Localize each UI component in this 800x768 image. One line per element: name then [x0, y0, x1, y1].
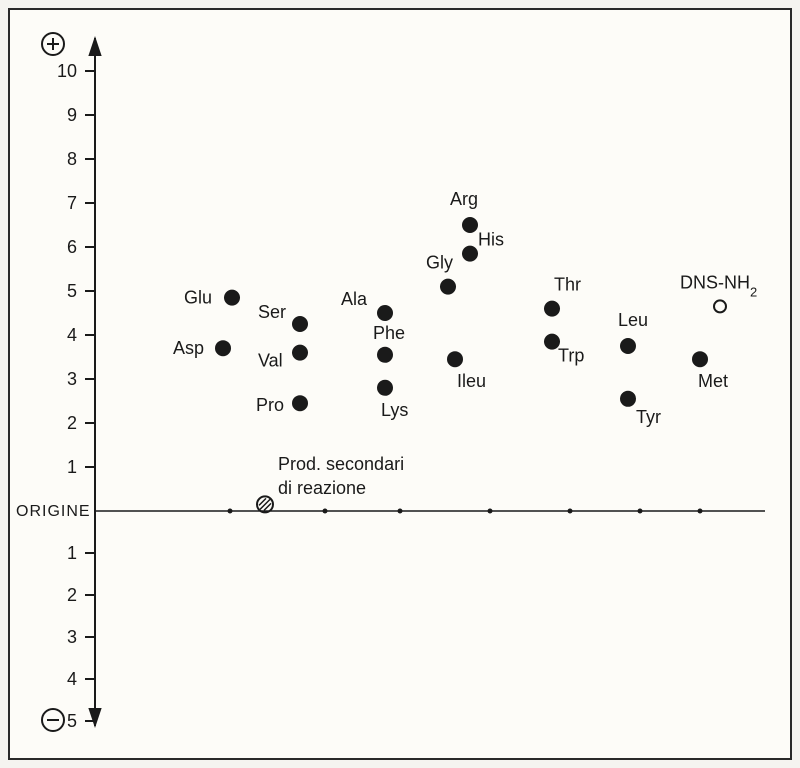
chart-svg: 1 2 3 4 5 6 7 8 9 10 1 2 3 4 5 ORIGINE Prod. secondari di… [0, 0, 800, 768]
data-point [544, 301, 560, 317]
data-point [620, 391, 636, 407]
point-label: Gly [426, 253, 453, 273]
y-tick-label: 7 [67, 193, 77, 213]
y-tick-label: 4 [67, 325, 77, 345]
point-label: DNS-NH2 [680, 272, 757, 299]
baseline-dot [228, 509, 233, 514]
data-point [692, 351, 708, 367]
data-point [620, 338, 636, 354]
point-label: Glu [184, 288, 212, 308]
secondary-annotation-line1: Prod. secondari [278, 454, 404, 474]
data-point [440, 279, 456, 295]
negative-symbol-icon [42, 709, 64, 731]
chart-container: 1 2 3 4 5 6 7 8 9 10 1 2 3 4 5 ORIGINE Prod. secondari di… [0, 0, 800, 768]
data-point [462, 246, 478, 262]
point-label: Ileu [457, 371, 486, 391]
data-point [447, 351, 463, 367]
data-point [292, 395, 308, 411]
arrow-down-icon [88, 708, 101, 728]
arrow-up-icon [88, 36, 101, 56]
point-label: Phe [373, 323, 405, 343]
baseline-dot [698, 509, 703, 514]
y-tick-label: 3 [67, 627, 77, 647]
point-label: Thr [554, 275, 581, 295]
y-tick-label: 1 [67, 457, 77, 477]
data-point [224, 290, 240, 306]
point-label: Lys [381, 400, 408, 420]
point-label: Leu [618, 310, 648, 330]
y-tick-label: 4 [67, 669, 77, 689]
y-tick-label: 5 [67, 711, 77, 731]
y-tick-label: 5 [67, 281, 77, 301]
point-label: Trp [558, 346, 584, 366]
baseline-dot [488, 509, 493, 514]
y-tick-label: 6 [67, 237, 77, 257]
baseline-dot [323, 509, 328, 514]
y-tick-label: 9 [67, 105, 77, 125]
point-label: Val [258, 351, 283, 371]
positive-symbol-icon [42, 33, 64, 55]
baseline-dot [568, 509, 573, 514]
data-point [292, 345, 308, 361]
point-label: Tyr [636, 407, 661, 427]
point-label: Met [698, 371, 728, 391]
origin-label: ORIGINE [16, 503, 91, 520]
point-label: Ser [258, 302, 286, 322]
data-point [215, 340, 231, 356]
data-point [292, 316, 308, 332]
y-tick-label: 3 [67, 369, 77, 389]
data-point [377, 380, 393, 396]
y-tick-label: 2 [67, 413, 77, 433]
data-point [377, 347, 393, 363]
y-tick-label: 1 [67, 543, 77, 563]
baseline-dot [638, 509, 643, 514]
y-tick-label: 8 [67, 149, 77, 169]
data-point [462, 217, 478, 233]
point-label: Pro [256, 395, 284, 415]
point-label: Ala [341, 289, 368, 309]
point-label: His [478, 230, 504, 250]
y-tick-label: 2 [67, 585, 77, 605]
point-label: Asp [173, 338, 204, 358]
data-point [377, 305, 393, 321]
baseline-dot [398, 509, 403, 514]
hatched-marker-icon [257, 496, 273, 512]
data-point-open [714, 300, 726, 312]
point-label: Arg [450, 189, 478, 209]
secondary-annotation-line2: di reazione [278, 478, 366, 498]
y-tick-label: 10 [57, 61, 77, 81]
